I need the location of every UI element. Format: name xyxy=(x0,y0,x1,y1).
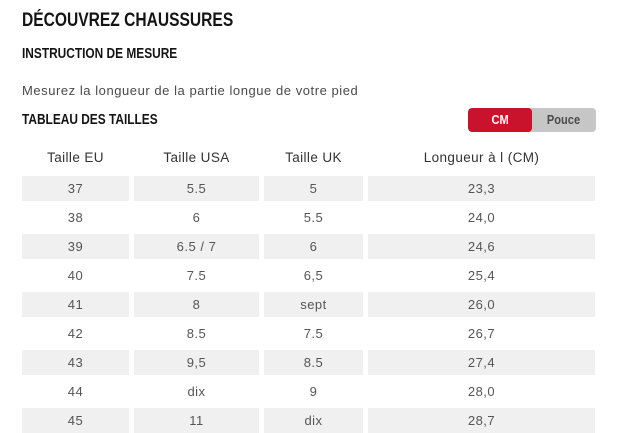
cell-usa: 11 xyxy=(134,408,259,433)
cell-length: 25,4 xyxy=(467,268,496,283)
cell-uk: 5.5 xyxy=(303,210,324,225)
unit-pouce-label: Pouce xyxy=(547,112,581,127)
page-title: DÉCOUVREZ CHAUSSURES xyxy=(22,10,596,32)
cell-usa: 6 xyxy=(192,210,201,225)
cell-uk: 6 xyxy=(264,234,363,259)
cell-uk: 6,5 xyxy=(303,268,324,283)
table-row: 42 8.5 7.5 26,7 xyxy=(22,321,596,346)
unit-toggle: CM Pouce xyxy=(468,108,596,132)
cell-usa: 8.5 xyxy=(186,326,207,341)
cell-eu: 38 xyxy=(67,210,84,225)
size-table: Taille EU Taille USA Taille UK Longueur … xyxy=(22,145,596,433)
cell-uk: 9 xyxy=(309,384,318,399)
cell-usa: 8 xyxy=(134,292,259,317)
cell-uk: 7.5 xyxy=(303,326,324,341)
cell-eu: 45 xyxy=(22,408,129,433)
cell-length: 23,3 xyxy=(368,176,595,201)
column-header-length: Longueur à l (CM) xyxy=(423,150,540,165)
cell-eu: 40 xyxy=(67,268,84,283)
cell-usa: 5.5 xyxy=(134,176,259,201)
cell-length: 24,0 xyxy=(467,210,496,225)
cell-eu: 44 xyxy=(67,384,84,399)
unit-cm-button[interactable]: CM xyxy=(468,108,532,132)
cell-usa: 9,5 xyxy=(134,350,259,375)
table-row: 44 dix 9 28,0 xyxy=(22,379,596,404)
measure-instruction: Mesurez la longueur de la partie longue … xyxy=(22,83,359,98)
cell-length: 26,0 xyxy=(368,292,595,317)
cell-length: 28,0 xyxy=(467,384,496,399)
table-row: 39 6.5 / 7 6 24,6 xyxy=(22,234,596,259)
table-heading: TABLEAU DES TAILLES xyxy=(22,112,187,128)
table-row: 43 9,5 8.5 27,4 xyxy=(22,350,596,375)
cell-usa: 6.5 / 7 xyxy=(134,234,259,259)
cell-length: 27,4 xyxy=(368,350,595,375)
column-header-usa: Taille USA xyxy=(163,150,230,165)
cell-usa: 7.5 xyxy=(186,268,207,283)
cell-eu: 41 xyxy=(22,292,129,317)
table-row: 41 8 sept 26,0 xyxy=(22,292,596,317)
cell-eu: 37 xyxy=(22,176,129,201)
section-heading-text: INSTRUCTION DE MESURE xyxy=(22,46,178,62)
cell-length: 28,7 xyxy=(368,408,595,433)
table-row: 37 5.5 5 23,3 xyxy=(22,176,596,201)
table-row: 38 6 5.5 24,0 xyxy=(22,205,596,230)
column-header-eu: Taille EU xyxy=(47,150,104,165)
cell-eu: 43 xyxy=(22,350,129,375)
cell-length: 26,7 xyxy=(467,326,496,341)
cell-length: 24,6 xyxy=(368,234,595,259)
table-row: 40 7.5 6,5 25,4 xyxy=(22,263,596,288)
cell-eu: 39 xyxy=(22,234,129,259)
cell-uk: 5 xyxy=(264,176,363,201)
cell-usa: dix xyxy=(187,384,206,399)
cell-eu: 42 xyxy=(67,326,84,341)
unit-cm-label: CM xyxy=(491,112,509,127)
cell-uk: 8.5 xyxy=(264,350,363,375)
unit-pouce-button[interactable]: Pouce xyxy=(532,108,596,132)
table-header-row: Taille EU Taille USA Taille UK Longueur … xyxy=(22,145,596,170)
table-row: 45 11 dix 28,7 xyxy=(22,408,596,433)
page-title-text: DÉCOUVREZ CHAUSSURES xyxy=(22,10,234,31)
cell-uk: sept xyxy=(264,292,363,317)
table-heading-text: TABLEAU DES TAILLES xyxy=(22,112,158,128)
column-header-uk: Taille UK xyxy=(285,150,342,165)
cell-uk: dix xyxy=(264,408,363,433)
table-heading-row: TABLEAU DES TAILLES CM Pouce xyxy=(22,107,596,133)
section-heading: INSTRUCTION DE MESURE xyxy=(22,46,596,62)
